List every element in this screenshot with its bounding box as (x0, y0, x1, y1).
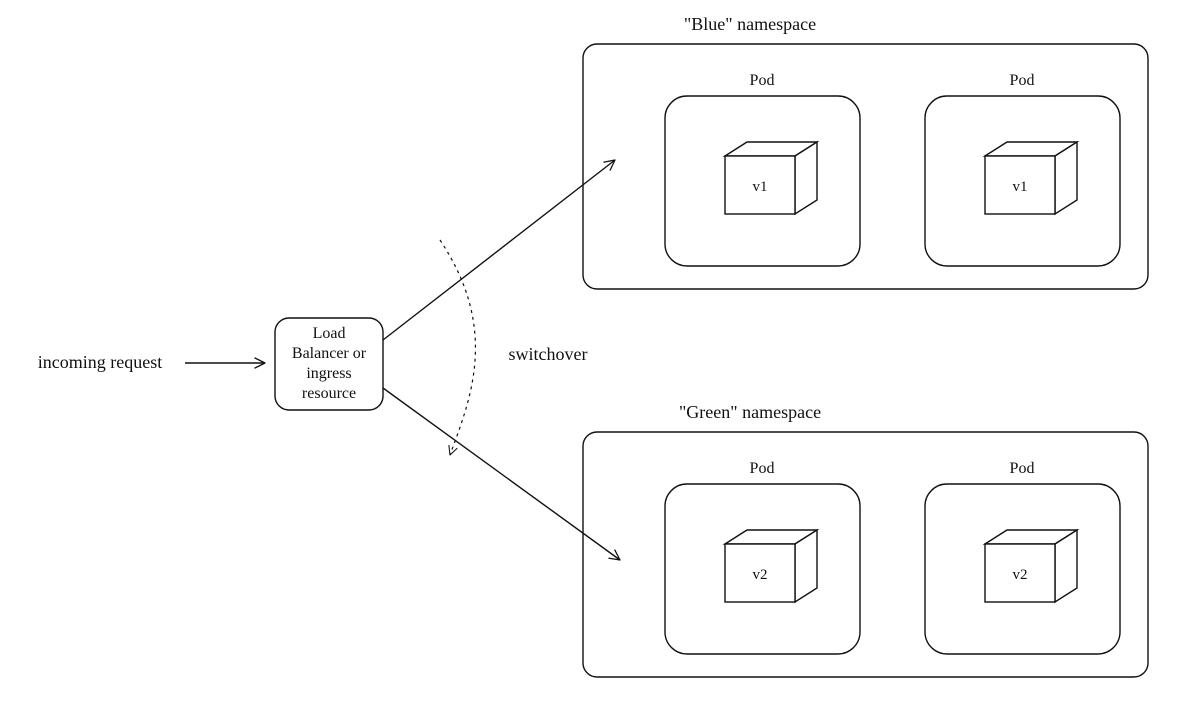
blue-namespace-pod-1-cube: v1 (725, 142, 817, 214)
arrow-to-green (383, 388, 620, 560)
green-namespace-pod-1-cube: v2 (725, 530, 817, 602)
green-namespace-pod-2-cube: v2 (985, 530, 1077, 602)
load-balancer-label-line-3: ingress (306, 365, 351, 382)
green-namespace-title: "Green" namespace (679, 402, 821, 422)
blue-namespace-pod-2-cube: v1 (985, 142, 1077, 214)
load-balancer-label-line-2: Balancer or (292, 345, 367, 362)
load-balancer-label-line-1: Load (313, 325, 346, 342)
green-namespace-pod-1-cube-label: v2 (753, 567, 768, 583)
blue-namespace-title: "Blue" namespace (684, 14, 816, 34)
blue-namespace-pod-1-label: Pod (750, 72, 775, 89)
blue-namespace-pod-2-cube-label: v1 (1013, 179, 1028, 195)
incoming-request-label: incoming request (38, 352, 162, 372)
blue-namespace-pod-1-cube-label: v1 (753, 179, 768, 195)
blue-namespace-pod-2-label: Pod (1010, 72, 1035, 89)
green-namespace-pod-2-label: Pod (1010, 460, 1035, 477)
switchover-label: switchover (509, 344, 588, 364)
green-namespace-pod-2-cube-label: v2 (1013, 567, 1028, 583)
green-namespace-pod-1-label: Pod (750, 460, 775, 477)
arrow-to-blue (383, 160, 615, 340)
load-balancer-label-line-4: resource (302, 385, 356, 402)
